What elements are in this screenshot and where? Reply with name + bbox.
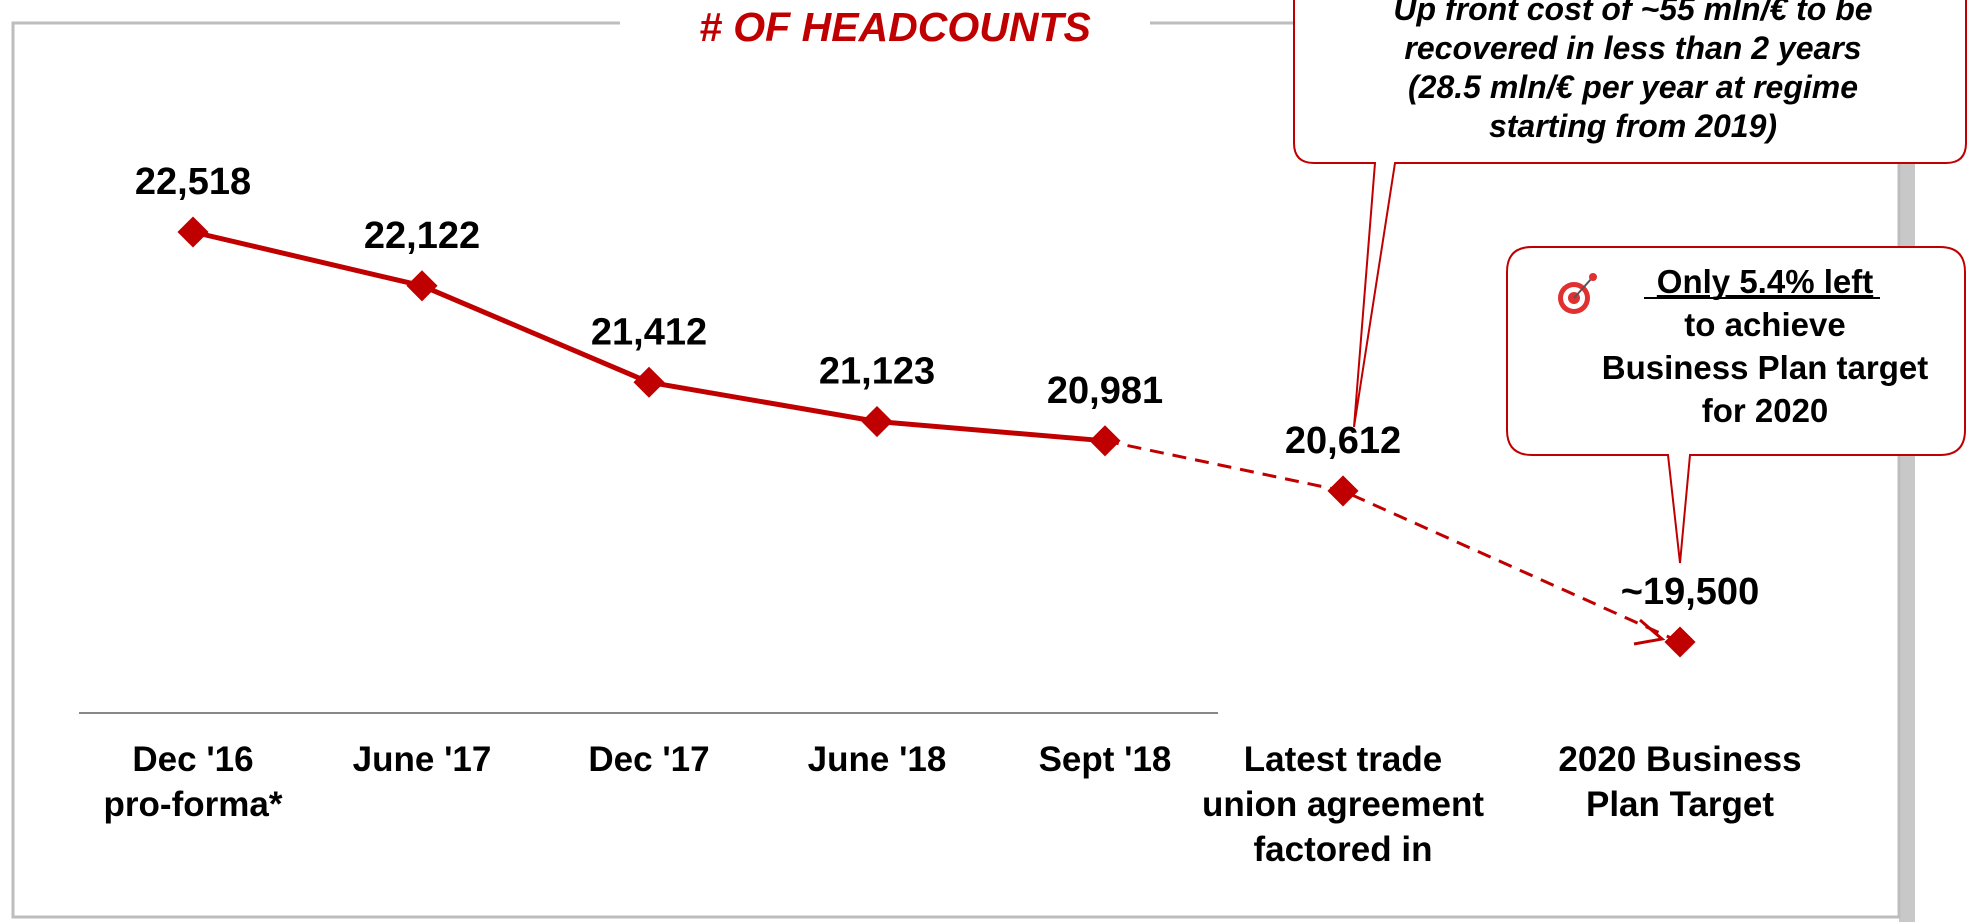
marker <box>1089 425 1121 457</box>
annotation-line: to achieve <box>1684 306 1845 343</box>
value-label: 20,981 <box>1047 370 1163 412</box>
callout-box <box>1506 246 1966 564</box>
x-tick-label: Dec '17 <box>588 740 709 779</box>
x-tick-label-line: Sept '18 <box>1039 740 1172 779</box>
x-tick-label: June '17 <box>353 740 492 779</box>
annotation-line: Only 5.4% left <box>1657 263 1873 300</box>
x-tick-label: Sept '18 <box>1039 740 1172 779</box>
value-label: 22,518 <box>135 161 251 203</box>
x-tick-label-line: 2020 Business <box>1558 740 1801 779</box>
annotation-line: (28.5 mln/€ per year at regime <box>1408 69 1858 105</box>
x-tick-label-line: Latest trade <box>1244 740 1442 779</box>
x-tick-label-line: factored in <box>1254 830 1433 869</box>
x-tick-label-line: Dec '17 <box>588 740 709 779</box>
value-label: 21,412 <box>591 311 707 353</box>
x-tick-label: Dec '16 pro-forma* <box>104 740 283 824</box>
value-label: 22,122 <box>364 215 480 257</box>
annotation-line: Up front cost of ~55 mln/€ to be <box>1393 0 1872 27</box>
marker <box>406 270 438 302</box>
value-label: 20,612 <box>1285 420 1401 462</box>
marker <box>1327 475 1359 507</box>
annotation-line: Business Plan target <box>1602 349 1928 386</box>
frame <box>11 21 1901 919</box>
x-tick-label-line: union agreement <box>1202 785 1484 824</box>
annotation: Up front cost of ~55 mln/€ to be recovere… <box>1393 0 1872 144</box>
annotation-line: recovered in less than 2 years <box>1404 30 1861 66</box>
x-tick-label-line: Dec '16 <box>132 740 253 779</box>
marker <box>633 366 665 398</box>
target-icon <box>1558 273 1597 314</box>
x-tick-label: Latest trade union agreement factored in <box>1202 740 1484 869</box>
value-label: ~19,500 <box>1621 571 1759 613</box>
x-tick-label-line: Plan Target <box>1586 785 1774 824</box>
marker <box>861 405 893 438</box>
arrow-head <box>1633 618 1666 646</box>
marker <box>177 216 209 248</box>
x-tick-label-line: June '17 <box>353 740 492 779</box>
value-label: 21,123 <box>819 351 935 393</box>
callout-box <box>1293 0 1967 428</box>
annotation-line: starting from 2019) <box>1489 108 1777 144</box>
title-gap <box>620 0 1150 50</box>
chart-title: # OF HEADCOUNTS <box>699 4 1091 50</box>
annotation-line: for 2020 <box>1702 392 1829 429</box>
x-tick-label-line: pro-forma* <box>104 785 283 824</box>
x-tick-label: June '18 <box>808 740 947 779</box>
x-tick-label: 2020 Business Plan Target <box>1558 740 1801 824</box>
annotation: Only 5.4% left to achieve Business Plan ta… <box>1602 263 1928 429</box>
x-tick-label-line: June '18 <box>808 740 947 779</box>
